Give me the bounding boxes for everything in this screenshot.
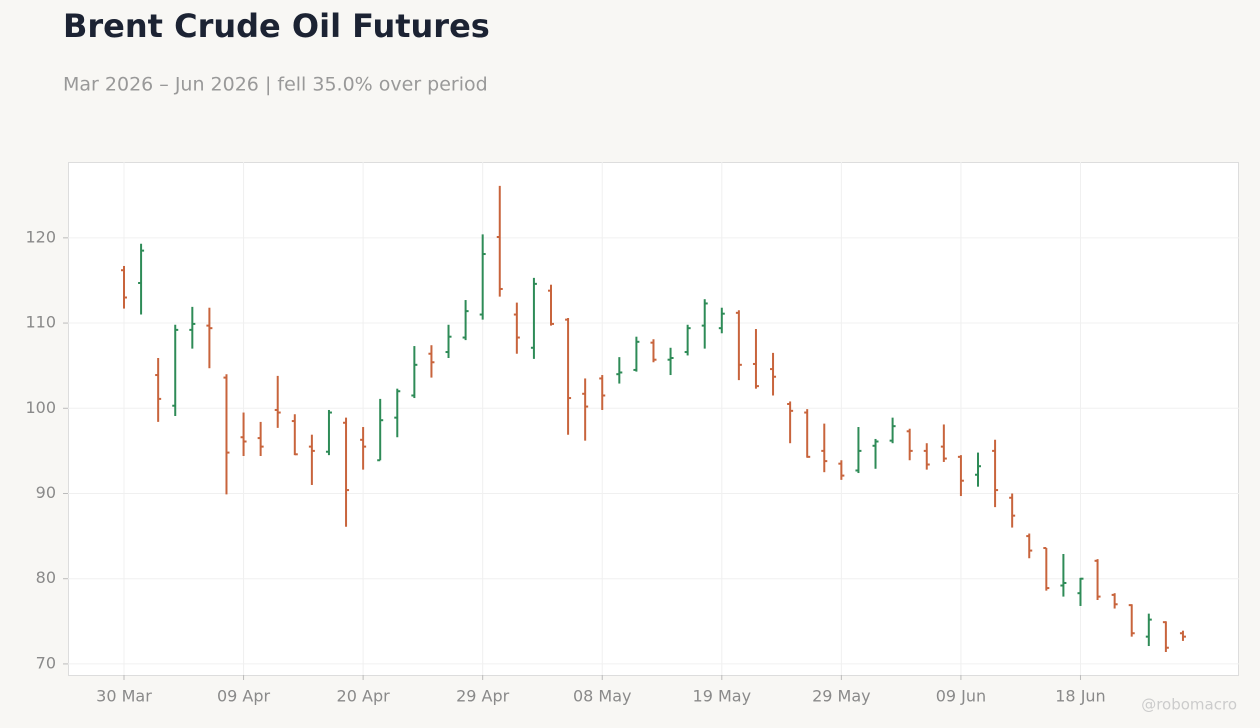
y-tick-label: 100: [25, 398, 56, 417]
y-tick-label: 90: [36, 483, 56, 502]
x-tick-label: 19 May: [693, 687, 752, 706]
x-tick-label: 20 Apr: [337, 687, 391, 706]
chart-title: Brent Crude Oil Futures: [63, 7, 490, 45]
x-tick-label: 09 Apr: [217, 687, 271, 706]
y-tick-label: 120: [25, 227, 56, 246]
chart-subtitle: Mar 2026 – Jun 2026 | fell 35.0% over pe…: [63, 74, 488, 96]
y-tick-label: 80: [36, 568, 56, 587]
x-tick-label: 18 Jun: [1055, 687, 1105, 706]
plot-area: [68, 162, 1239, 676]
x-tick-label: 29 May: [812, 687, 871, 706]
x-tick-label: 30 Mar: [96, 687, 152, 706]
x-tick-label: 29 Apr: [456, 687, 510, 706]
x-tick-label: 09 Jun: [936, 687, 986, 706]
y-tick-label: 110: [25, 313, 56, 332]
x-tick-label: 08 May: [573, 687, 632, 706]
y-tick-label: 70: [36, 653, 56, 672]
watermark: @robomacro: [1141, 696, 1237, 714]
